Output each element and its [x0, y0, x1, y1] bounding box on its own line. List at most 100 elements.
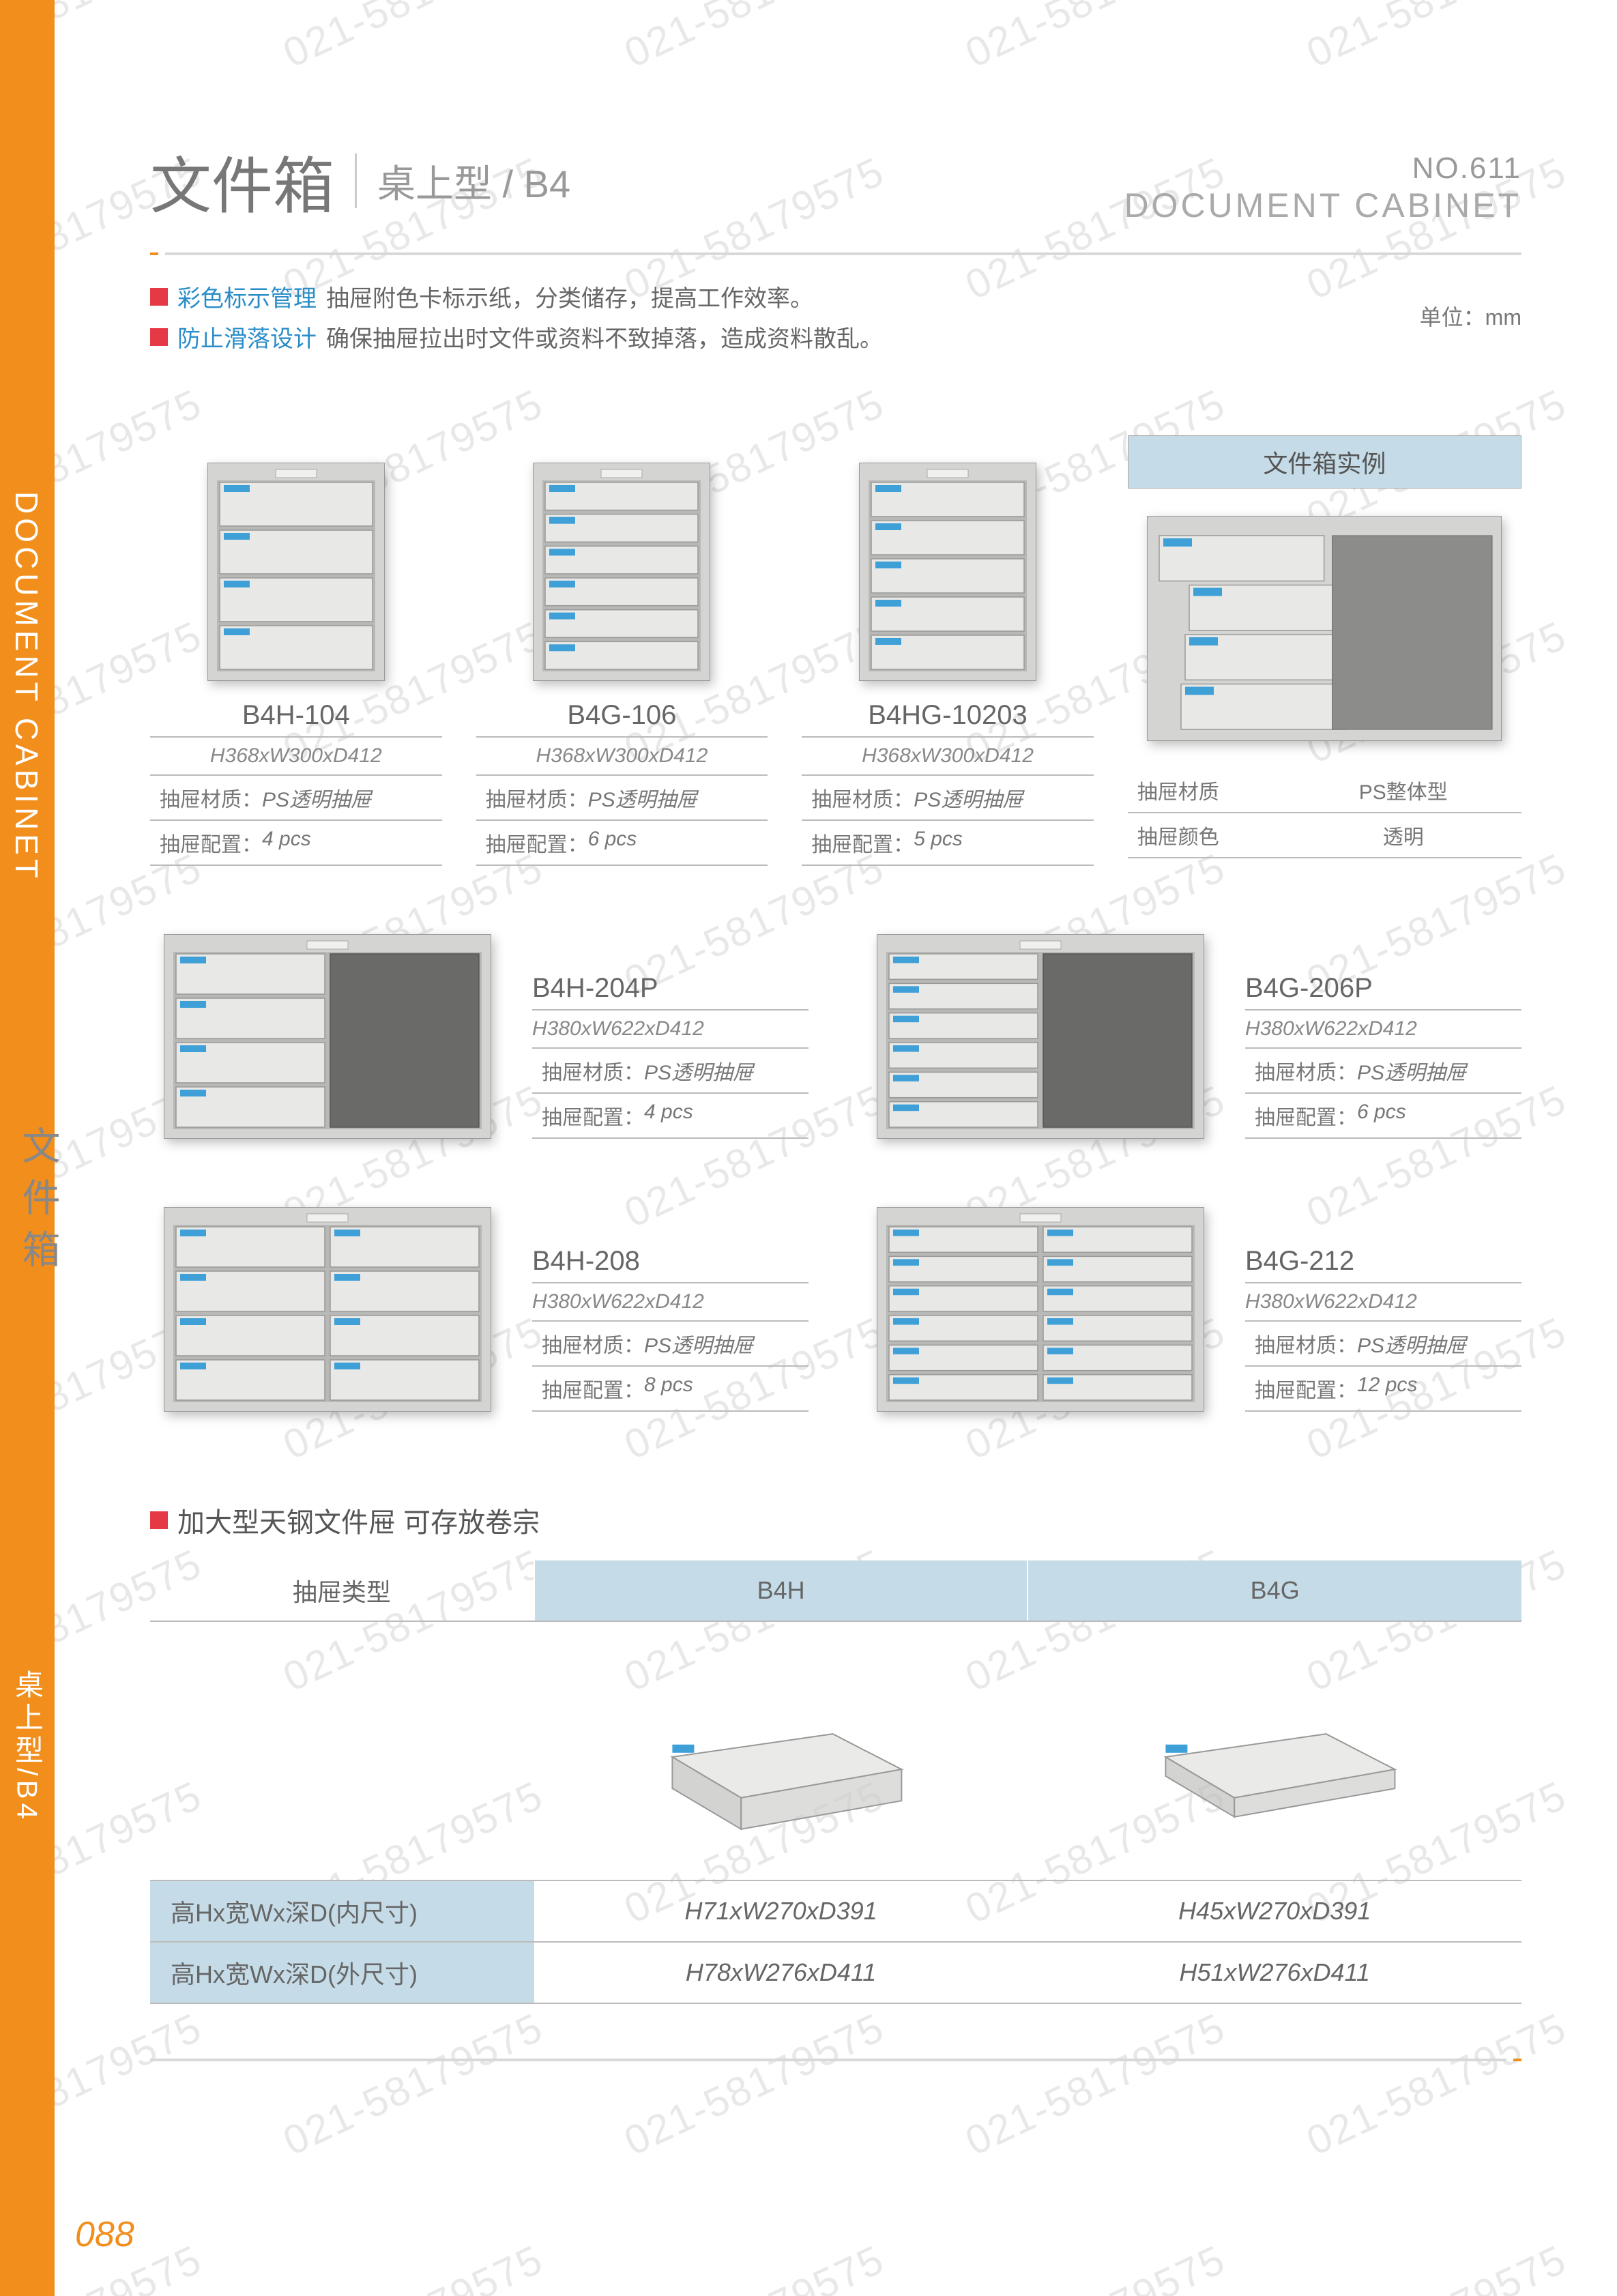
table-row: 高Hx宽Wx深D(外尺寸) H78xW276xD411 H51xW276xD41…: [150, 1942, 1521, 2003]
features-block: 彩色标示管理 抽屉附色卡标示纸，分类储存，提高工作效率。 防止滑落设计 确保抽屉…: [150, 280, 1521, 353]
product-config: 抽屉配置：5 pcs: [802, 821, 1094, 866]
header-divider: [150, 252, 1521, 255]
cabinet-icon: [877, 1207, 1204, 1412]
side-label-en: DOCUMENT CABINET: [8, 491, 45, 882]
example-header: 文件箱实例: [1128, 435, 1521, 489]
example-cabinet-icon: [1147, 516, 1502, 741]
cabinet-icon: [859, 463, 1036, 681]
drawer-tray-icon: [638, 1659, 924, 1837]
title-subtitle: 桌上型 / B4: [377, 154, 570, 209]
title-cn: 文件箱: [150, 136, 334, 225]
product-dims: H380xW622xD412: [1245, 1283, 1521, 1322]
product-card: B4H-104 H368xW300xD412 抽屉材质：PS透明抽屉 抽屉配置：…: [150, 435, 442, 866]
cabinet-icon: [877, 934, 1204, 1139]
dim-b4h-inner: H71xW270xD391: [534, 1880, 1028, 1942]
dim-b4h-outer: H78xW276xD411: [534, 1942, 1028, 2003]
row-label-outer: 高Hx宽Wx深D(外尺寸): [150, 1942, 534, 2003]
drawer-section-title-text: 加大型天钢文件屉 可存放卷宗: [177, 1500, 540, 1540]
product-dims: H380xW622xD412: [1245, 1011, 1521, 1049]
bullet-icon: [150, 288, 168, 306]
product-config: 抽屉配置：6 pcs: [1245, 1094, 1521, 1139]
header-page-no: NO.611: [1124, 151, 1521, 186]
bullet-icon: [150, 1511, 168, 1529]
product-material: 抽屉材质：PS透明抽屉: [532, 1322, 808, 1367]
product-material: 抽屉材质：PS透明抽屉: [532, 1049, 808, 1094]
product-info: B4H-204P H380xW622xD412 抽屉材质：PS透明抽屉 抽屉配置…: [532, 934, 808, 1139]
product-material: 抽屉材质：PS透明抽屉: [1245, 1322, 1521, 1367]
product-image: [476, 435, 768, 681]
product-image: [150, 934, 505, 1139]
page-number: 088: [75, 2214, 134, 2255]
side-subtype-label: 桌上型/B4: [7, 1670, 48, 1823]
product-model: B4G-206P: [1245, 968, 1521, 1011]
cabinet-icon: [164, 1207, 491, 1412]
product-dims: H380xW622xD412: [532, 1011, 808, 1049]
product-image: [150, 435, 442, 681]
product-image: [150, 1207, 505, 1412]
product-model: B4H-204P: [532, 968, 808, 1011]
table-col-label: 抽屉类型: [150, 1560, 534, 1621]
product-config: 抽屉配置：4 pcs: [150, 821, 442, 866]
product-dims: H368xW300xD412: [476, 738, 768, 776]
table-row: 高Hx宽Wx深D(内尺寸) H71xW270xD391 H45xW270xD39…: [150, 1880, 1521, 1942]
side-label-cn: 文件箱: [11, 1126, 66, 1281]
header-right: NO.611 DOCUMENT CABINET: [1124, 151, 1521, 225]
product-model: B4G-212: [1245, 1240, 1521, 1283]
unit-label: 单位：mm: [1420, 300, 1521, 332]
product-config: 抽屉配置：12 pcs: [1245, 1367, 1521, 1412]
product-row-1: B4H-104 H368xW300xD412 抽屉材质：PS透明抽屉 抽屉配置：…: [150, 435, 1521, 866]
drawer-image-b4h: [534, 1621, 1028, 1880]
example-card: 文件箱实例 抽屉材质PS整体型抽屉颜色透明: [1128, 435, 1521, 866]
example-spec-row: 抽屉颜色透明: [1128, 813, 1521, 858]
table-image-row: [150, 1621, 1521, 1880]
product-card-wide: B4G-206P H380xW622xD412 抽屉材质：PS透明抽屉 抽屉配置…: [863, 934, 1521, 1139]
product-card-wide: B4H-204P H380xW622xD412 抽屉材质：PS透明抽屉 抽屉配置…: [150, 934, 808, 1139]
footer-divider: [150, 2059, 1521, 2061]
cabinet-icon: [164, 934, 491, 1139]
product-model: B4HG-10203: [802, 695, 1094, 738]
page-header: 文件箱 桌上型 / B4 NO.611 DOCUMENT CABINET: [150, 136, 1521, 225]
table-col-b4h: B4H: [534, 1560, 1028, 1621]
product-card: B4HG-10203 H368xW300xD412 抽屉材质：PS透明抽屉 抽屉…: [802, 435, 1094, 866]
product-image: [863, 1207, 1218, 1412]
product-dims: H380xW622xD412: [532, 1283, 808, 1322]
product-card: B4G-106 H368xW300xD412 抽屉材质：PS透明抽屉 抽屉配置：…: [476, 435, 768, 866]
feature-text: 抽屉附色卡标示纸，分类储存，提高工作效率。: [326, 280, 813, 313]
header-title-en: DOCUMENT CABINET: [1124, 186, 1521, 225]
product-config: 抽屉配置：8 pcs: [532, 1367, 808, 1412]
product-material: 抽屉材质：PS透明抽屉: [1245, 1049, 1521, 1094]
feature-key: 防止滑落设计: [177, 320, 317, 353]
product-image: [863, 934, 1218, 1139]
drawer-tray-icon: [1131, 1659, 1418, 1837]
content-area: 文件箱 桌上型 / B4 NO.611 DOCUMENT CABINET 彩色标…: [55, 0, 1617, 2296]
product-dims: H368xW300xD412: [802, 738, 1094, 776]
feature-text: 确保抽屉拉出时文件或资料不致掉落，造成资料散乱。: [326, 320, 883, 353]
product-image: [802, 435, 1094, 681]
feature-line: 彩色标示管理 抽屉附色卡标示纸，分类储存，提高工作效率。: [150, 280, 1521, 313]
table-header-row: 抽屉类型 B4H B4G: [150, 1560, 1521, 1621]
product-model: B4H-104: [150, 695, 442, 738]
title-separator: [355, 154, 357, 208]
drawer-image-b4g: [1028, 1621, 1521, 1880]
dim-b4g-inner: H45xW270xD391: [1028, 1880, 1521, 1942]
product-config: 抽屉配置：6 pcs: [476, 821, 768, 866]
feature-line: 防止滑落设计 确保抽屉拉出时文件或资料不致掉落，造成资料散乱。: [150, 320, 1521, 353]
row-label-inner: 高Hx宽Wx深D(内尺寸): [150, 1880, 534, 1942]
cabinet-icon: [207, 463, 385, 681]
table-col-b4g: B4G: [1028, 1560, 1521, 1621]
example-spec-row: 抽屉材质PS整体型: [1128, 768, 1521, 813]
bullet-icon: [150, 328, 168, 346]
product-card-wide: B4H-208 H380xW622xD412 抽屉材质：PS透明抽屉 抽屉配置：…: [150, 1207, 808, 1412]
feature-key: 彩色标示管理: [177, 280, 317, 313]
product-dims: H368xW300xD412: [150, 738, 442, 776]
product-config: 抽屉配置：4 pcs: [532, 1094, 808, 1139]
product-material: 抽屉材质：PS透明抽屉: [802, 776, 1094, 821]
dim-b4g-outer: H51xW276xD411: [1028, 1942, 1521, 2003]
product-info: B4G-212 H380xW622xD412 抽屉材质：PS透明抽屉 抽屉配置：…: [1245, 1207, 1521, 1412]
drawer-spec-table: 抽屉类型 B4H B4G 高Hx宽Wx深D(内尺寸) H71xW270xD391…: [150, 1560, 1521, 2004]
product-material: 抽屉材质：PS透明抽屉: [150, 776, 442, 821]
drawer-section-title: 加大型天钢文件屉 可存放卷宗: [150, 1500, 1521, 1540]
product-model: B4G-106: [476, 695, 768, 738]
product-model: B4H-208: [532, 1240, 808, 1283]
side-subtype-box: 桌上型/B4: [0, 1603, 55, 1890]
